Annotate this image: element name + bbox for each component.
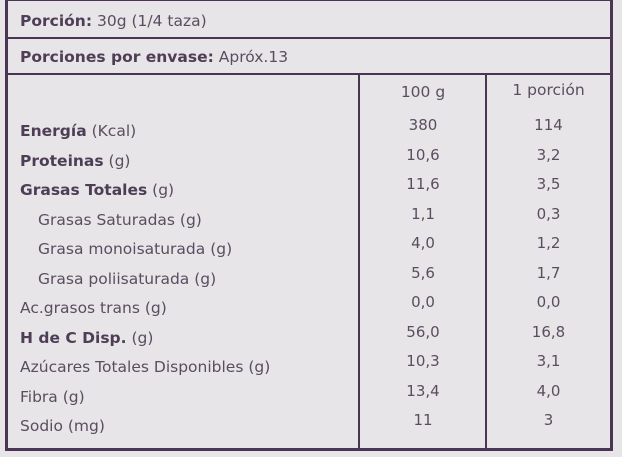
value-portion: 4,0 (536, 381, 561, 400)
table-row: Azúcares Totales Disponibles (g) 10,3 3,1 (8, 352, 610, 383)
value-100g: 1,1 (411, 204, 435, 223)
nutrient-name-bold: H de C Disp. (20, 328, 127, 347)
value-portion: 1,7 (536, 263, 561, 282)
value-100g: 5,6 (411, 263, 435, 282)
value-100g: 380 (408, 116, 438, 134)
table-row: Grasas Totales (g) 11,6 3,5 (8, 175, 610, 206)
nutrient-label: Grasas Saturadas (g) (38, 211, 202, 229)
table-row: Grasa monoisaturada (g) 4,0 1,2 (8, 234, 610, 265)
table-row: Proteinas (g) 10,6 3,2 (8, 145, 610, 177)
value-portion: 0,3 (536, 204, 561, 223)
nutrient-label: Proteinas (g) (20, 152, 130, 170)
value-100g: 10,6 (406, 145, 440, 164)
portion-label: Porción: (20, 12, 93, 30)
table-row: Grasa poliisaturada (g) 5,6 1,7 (8, 263, 610, 295)
column-header: 1 porción (512, 81, 585, 99)
nutrient-label: Grasas Totales (g) (20, 181, 174, 199)
nutrient-name: Grasas Saturadas (g) (38, 210, 202, 229)
nutrient-name-bold: Grasas Totales (20, 181, 148, 199)
nutrition-table: Porción: 30g (1/4 taza) Porciones por en… (5, 0, 613, 451)
nutrient-name: (g) (126, 328, 154, 347)
value-100g: 11 (413, 411, 433, 429)
nutrient-label: Fibra (g) (20, 388, 85, 406)
nutrient-name: Grasa monoisaturada (g) (38, 240, 233, 258)
table-row: Sodio (mg) 11 3 (8, 411, 610, 442)
value-portion: 16,8 (531, 322, 566, 341)
value-100g: 11,6 (406, 175, 440, 193)
nutrient-name-bold: Proteinas (20, 151, 104, 170)
value-100g: 10,3 (406, 352, 440, 370)
value-portion: 3 (543, 411, 554, 429)
value-portion: 0,0 (536, 293, 561, 311)
nutrient-label: Ac.grasos trans (g) (20, 299, 167, 317)
servings-row: Porciones por envase: Apróx.13 (8, 39, 610, 75)
nutrient-name: (Kcal) (86, 122, 137, 140)
value-100g: 0,0 (411, 293, 435, 311)
nutrient-name: Sodio (mg) (20, 417, 105, 435)
nutrient-name: Ac.grasos trans (g) (20, 299, 167, 317)
servings-value: Apróx.13 (218, 48, 289, 66)
value-portion: 1,2 (536, 234, 561, 252)
value-portion: 3,2 (536, 145, 561, 164)
servings-label: Porciones por envase: (20, 48, 214, 66)
column-header: 100 g (400, 83, 446, 101)
table-row: Fibra (g) 13,4 4,0 (8, 381, 610, 413)
value-100g: 4,0 (411, 234, 435, 252)
nutrient-label: Grasa monoisaturada (g) (38, 240, 232, 258)
nutrient-name: Fibra (g) (20, 387, 85, 406)
value-100g: 56,0 (406, 322, 440, 341)
value-portion: 3,1 (536, 352, 561, 370)
nutrient-label: Grasa poliisaturada (g) (38, 270, 216, 288)
portion-row: Porción: 30g (1/4 taza) (8, 1, 610, 39)
nutrient-name: (g) (147, 181, 175, 199)
nutrient-name-bold: Energía (20, 122, 87, 140)
table-row: H de C Disp. (g) 56,0 16,8 (8, 322, 610, 354)
nutrient-label: Sodio (mg) (20, 417, 105, 435)
nutrient-name: Grasa poliisaturada (g) (38, 269, 217, 288)
nutrient-label: Energía (Kcal) (20, 122, 136, 140)
nutrient-name: (g) (103, 151, 131, 170)
table-row: Energía (Kcal) 380 114 (8, 116, 610, 147)
nutrient-label: Azúcares Totales Disponibles (g) (20, 358, 270, 376)
nutrient-name: Azúcares Totales Disponibles (g) (20, 358, 271, 376)
table-row: Ac.grasos trans (g) 0,0 0,0 (8, 293, 610, 324)
column-header-row: 100 g 1 porción (8, 81, 610, 114)
column-divider (485, 75, 487, 448)
value-portion: 3,5 (536, 175, 561, 193)
value-100g: 13,4 (406, 381, 440, 400)
value-portion: 114 (534, 116, 563, 134)
portion-value: 30g (1/4 taza) (96, 12, 207, 30)
column-divider (358, 75, 360, 448)
table-row: Grasas Saturadas (g) 1,1 0,3 (8, 204, 610, 236)
nutrient-label: H de C Disp. (g) (20, 329, 153, 347)
